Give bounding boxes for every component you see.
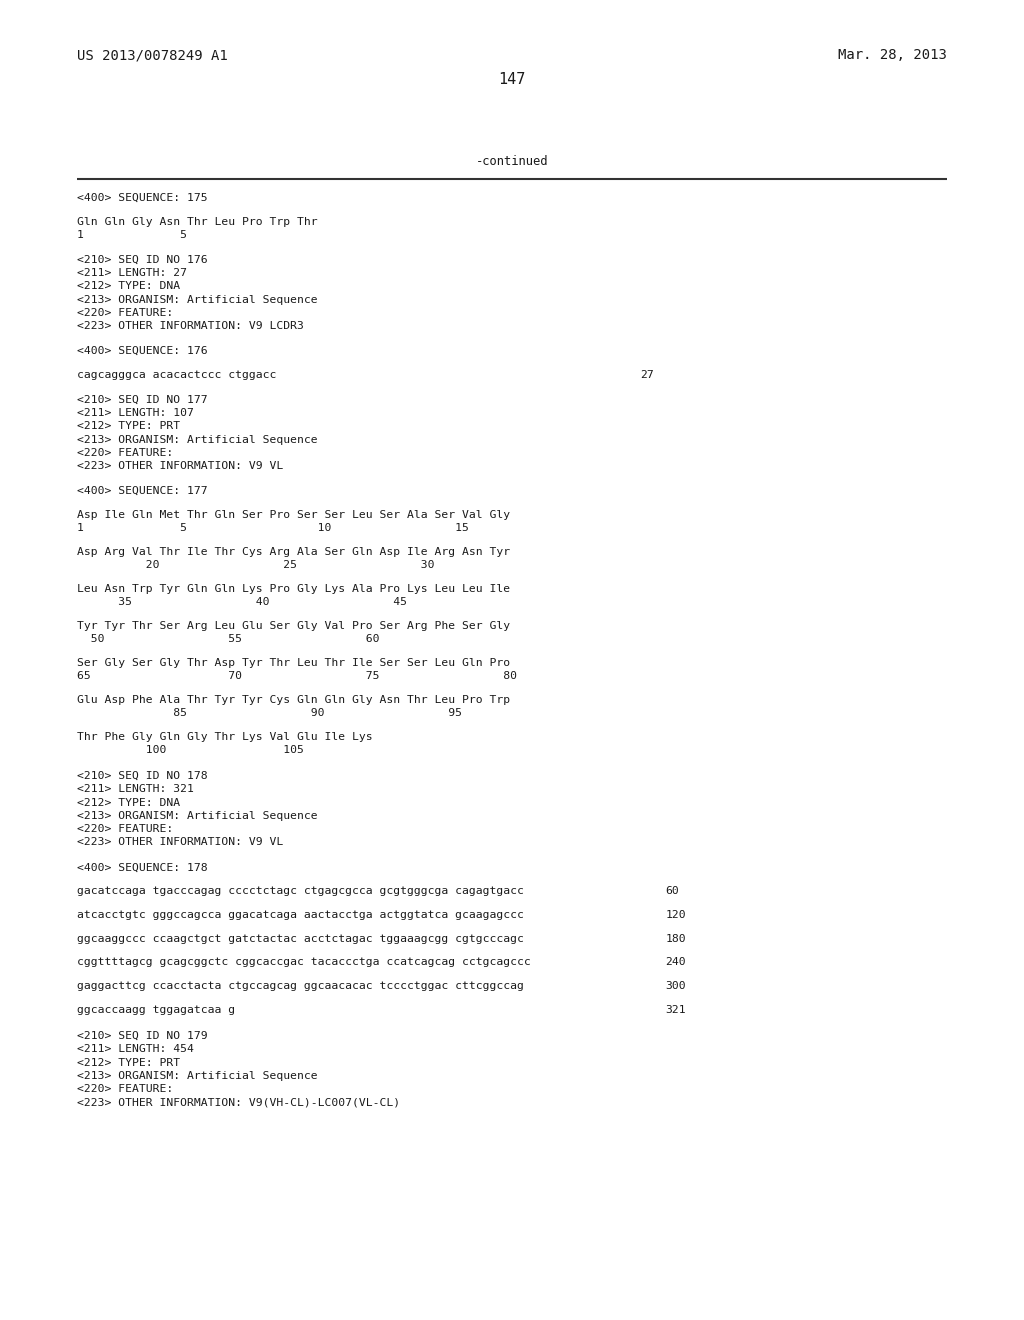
Text: -continued: -continued [476,154,548,168]
Text: Tyr Tyr Thr Ser Arg Leu Glu Ser Gly Val Pro Ser Arg Phe Ser Gly: Tyr Tyr Thr Ser Arg Leu Glu Ser Gly Val … [77,620,510,631]
Text: <212> TYPE: PRT: <212> TYPE: PRT [77,1057,180,1068]
Text: <210> SEQ ID NO 178: <210> SEQ ID NO 178 [77,771,208,781]
Text: <400> SEQUENCE: 178: <400> SEQUENCE: 178 [77,862,208,873]
Text: <223> OTHER INFORMATION: V9(VH-CL)-LC007(VL-CL): <223> OTHER INFORMATION: V9(VH-CL)-LC007… [77,1097,400,1107]
Text: <223> OTHER INFORMATION: V9 VL: <223> OTHER INFORMATION: V9 VL [77,461,283,471]
Text: gaggacttcg ccacctacta ctgccagcag ggcaacacac tcccctggac cttcggccag: gaggacttcg ccacctacta ctgccagcag ggcaaca… [77,981,523,991]
Text: <213> ORGANISM: Artificial Sequence: <213> ORGANISM: Artificial Sequence [77,434,317,445]
Text: Gln Gln Gly Asn Thr Leu Pro Trp Thr: Gln Gln Gly Asn Thr Leu Pro Trp Thr [77,216,317,227]
Text: <400> SEQUENCE: 176: <400> SEQUENCE: 176 [77,346,208,356]
Text: Ser Gly Ser Gly Thr Asp Tyr Thr Leu Thr Ile Ser Ser Leu Gln Pro: Ser Gly Ser Gly Thr Asp Tyr Thr Leu Thr … [77,657,510,668]
Text: Thr Phe Gly Gln Gly Thr Lys Val Glu Ile Lys: Thr Phe Gly Gln Gly Thr Lys Val Glu Ile … [77,731,373,742]
Text: 65                    70                  75                  80: 65 70 75 80 [77,671,517,681]
Text: 50                  55                  60: 50 55 60 [77,634,379,644]
Text: <210> SEQ ID NO 177: <210> SEQ ID NO 177 [77,395,208,405]
Text: <213> ORGANISM: Artificial Sequence: <213> ORGANISM: Artificial Sequence [77,294,317,305]
Text: 20                  25                  30: 20 25 30 [77,560,434,570]
Text: <212> TYPE: PRT: <212> TYPE: PRT [77,421,180,432]
Text: 321: 321 [666,1005,686,1015]
Text: 100                 105: 100 105 [77,744,304,755]
Text: Asp Arg Val Thr Ile Thr Cys Arg Ala Ser Gln Asp Ile Arg Asn Tyr: Asp Arg Val Thr Ile Thr Cys Arg Ala Ser … [77,546,510,557]
Text: <400> SEQUENCE: 175: <400> SEQUENCE: 175 [77,193,208,203]
Text: 1              5: 1 5 [77,230,186,240]
Text: 85                  90                  95: 85 90 95 [77,708,462,718]
Text: <210> SEQ ID NO 179: <210> SEQ ID NO 179 [77,1031,208,1041]
Text: 120: 120 [666,909,686,920]
Text: US 2013/0078249 A1: US 2013/0078249 A1 [77,49,227,62]
Text: 60: 60 [666,886,679,896]
Text: <220> FEATURE:: <220> FEATURE: [77,824,173,834]
Text: 1              5                   10                  15: 1 5 10 15 [77,523,469,533]
Text: <211> LENGTH: 321: <211> LENGTH: 321 [77,784,194,795]
Text: atcacctgtc gggccagcca ggacatcaga aactacctga actggtatca gcaagagccc: atcacctgtc gggccagcca ggacatcaga aactacc… [77,909,523,920]
Text: cggttttagcg gcagcggctc cggcaccgac tacaccctga ccatcagcag cctgcagccc: cggttttagcg gcagcggctc cggcaccgac tacacc… [77,957,530,968]
Text: Asp Ile Gln Met Thr Gln Ser Pro Ser Ser Leu Ser Ala Ser Val Gly: Asp Ile Gln Met Thr Gln Ser Pro Ser Ser … [77,510,510,520]
Text: 147: 147 [499,71,525,87]
Text: <212> TYPE: DNA: <212> TYPE: DNA [77,797,180,808]
Text: <400> SEQUENCE: 177: <400> SEQUENCE: 177 [77,486,208,496]
Text: 35                  40                  45: 35 40 45 [77,597,407,607]
Text: cagcagggca acacactccc ctggacc: cagcagggca acacactccc ctggacc [77,370,276,380]
Text: <211> LENGTH: 107: <211> LENGTH: 107 [77,408,194,418]
Text: gacatccaga tgacccagag cccctctagc ctgagcgcca gcgtgggcga cagagtgacc: gacatccaga tgacccagag cccctctagc ctgagcg… [77,886,523,896]
Text: <220> FEATURE:: <220> FEATURE: [77,447,173,458]
Text: <211> LENGTH: 27: <211> LENGTH: 27 [77,268,186,279]
Text: Leu Asn Trp Tyr Gln Gln Lys Pro Gly Lys Ala Pro Lys Leu Leu Ile: Leu Asn Trp Tyr Gln Gln Lys Pro Gly Lys … [77,583,510,594]
Text: <220> FEATURE:: <220> FEATURE: [77,308,173,318]
Text: ggcaccaagg tggagatcaa g: ggcaccaagg tggagatcaa g [77,1005,234,1015]
Text: 180: 180 [666,933,686,944]
Text: Mar. 28, 2013: Mar. 28, 2013 [839,49,947,62]
Text: 300: 300 [666,981,686,991]
Text: <211> LENGTH: 454: <211> LENGTH: 454 [77,1044,194,1055]
Text: <213> ORGANISM: Artificial Sequence: <213> ORGANISM: Artificial Sequence [77,1071,317,1081]
Text: 27: 27 [640,370,653,380]
Text: <212> TYPE: DNA: <212> TYPE: DNA [77,281,180,292]
Text: Glu Asp Phe Ala Thr Tyr Tyr Cys Gln Gln Gly Asn Thr Leu Pro Trp: Glu Asp Phe Ala Thr Tyr Tyr Cys Gln Gln … [77,694,510,705]
Text: <223> OTHER INFORMATION: V9 LCDR3: <223> OTHER INFORMATION: V9 LCDR3 [77,321,304,331]
Text: <213> ORGANISM: Artificial Sequence: <213> ORGANISM: Artificial Sequence [77,810,317,821]
Text: ggcaaggccc ccaagctgct gatctactac acctctagac tggaaagcgg cgtgcccagc: ggcaaggccc ccaagctgct gatctactac acctcta… [77,933,523,944]
Text: 240: 240 [666,957,686,968]
Text: <210> SEQ ID NO 176: <210> SEQ ID NO 176 [77,255,208,265]
Text: <220> FEATURE:: <220> FEATURE: [77,1084,173,1094]
Text: <223> OTHER INFORMATION: V9 VL: <223> OTHER INFORMATION: V9 VL [77,837,283,847]
